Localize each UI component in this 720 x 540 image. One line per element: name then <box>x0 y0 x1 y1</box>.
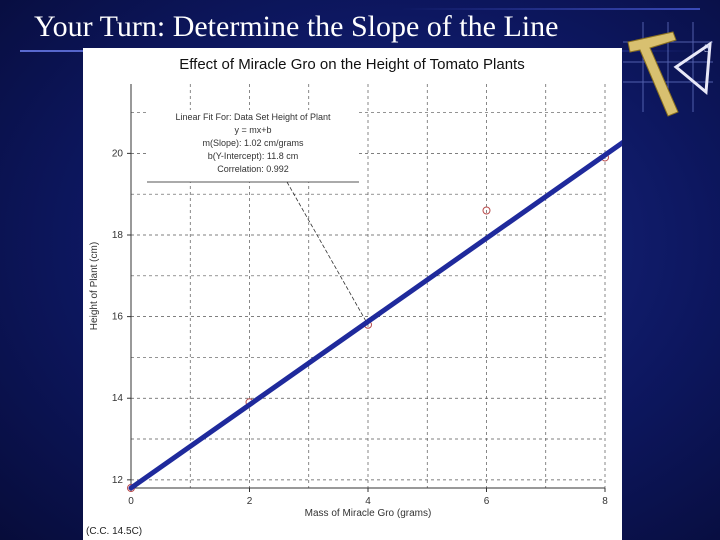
x-tick-label: 2 <box>247 496 253 507</box>
grid-lines <box>130 84 606 488</box>
drafting-tools-icon: 3 <box>623 22 713 117</box>
annotation-line: Linear Fit For: Data Set Height of Plant <box>175 112 331 122</box>
fit-line <box>128 140 622 491</box>
annotation-line: b(Y-Intercept): 11.8 cm <box>208 151 299 161</box>
y-tick-label: 14 <box>112 393 124 404</box>
citation-note: (C.C. 14.5C) <box>86 526 143 537</box>
top-accent-line <box>400 8 700 10</box>
chart-panel: Effect of Miracle Gro on the Height of T… <box>83 48 622 540</box>
x-tick-label: 4 <box>365 496 371 507</box>
y-tick-label: 18 <box>112 230 124 241</box>
y-axis-label: Height of Plant (cm) <box>89 242 100 330</box>
x-tick-label: 0 <box>128 496 134 507</box>
data-point <box>482 206 491 215</box>
fit-annotation: Linear Fit For: Data Set Height of Plant… <box>147 110 369 325</box>
y-tick-label: 16 <box>112 312 124 323</box>
scatter-chart: Effect of Miracle Gro on the Height of T… <box>89 56 622 519</box>
annotation-box <box>147 110 359 182</box>
svg-text:3: 3 <box>704 41 710 55</box>
annotation-line: y = mx+b <box>234 125 271 135</box>
x-tick-label: 8 <box>602 496 608 507</box>
y-tick-label: 12 <box>112 475 124 486</box>
annotation-line: Correlation: 0.992 <box>217 164 289 174</box>
fit-line-group <box>128 140 622 491</box>
y-tick-label: 20 <box>112 148 124 159</box>
x-tick-label: 6 <box>484 496 490 507</box>
x-axis-label: Mass of Miracle Gro (grams) <box>305 508 432 519</box>
annotation-line: m(Slope): 1.02 cm/grams <box>202 138 304 148</box>
slide-title: Your Turn: Determine the Slope of the Li… <box>34 10 559 43</box>
annotation-leader <box>286 181 369 325</box>
chart-title: Effect of Miracle Gro on the Height of T… <box>179 56 524 73</box>
